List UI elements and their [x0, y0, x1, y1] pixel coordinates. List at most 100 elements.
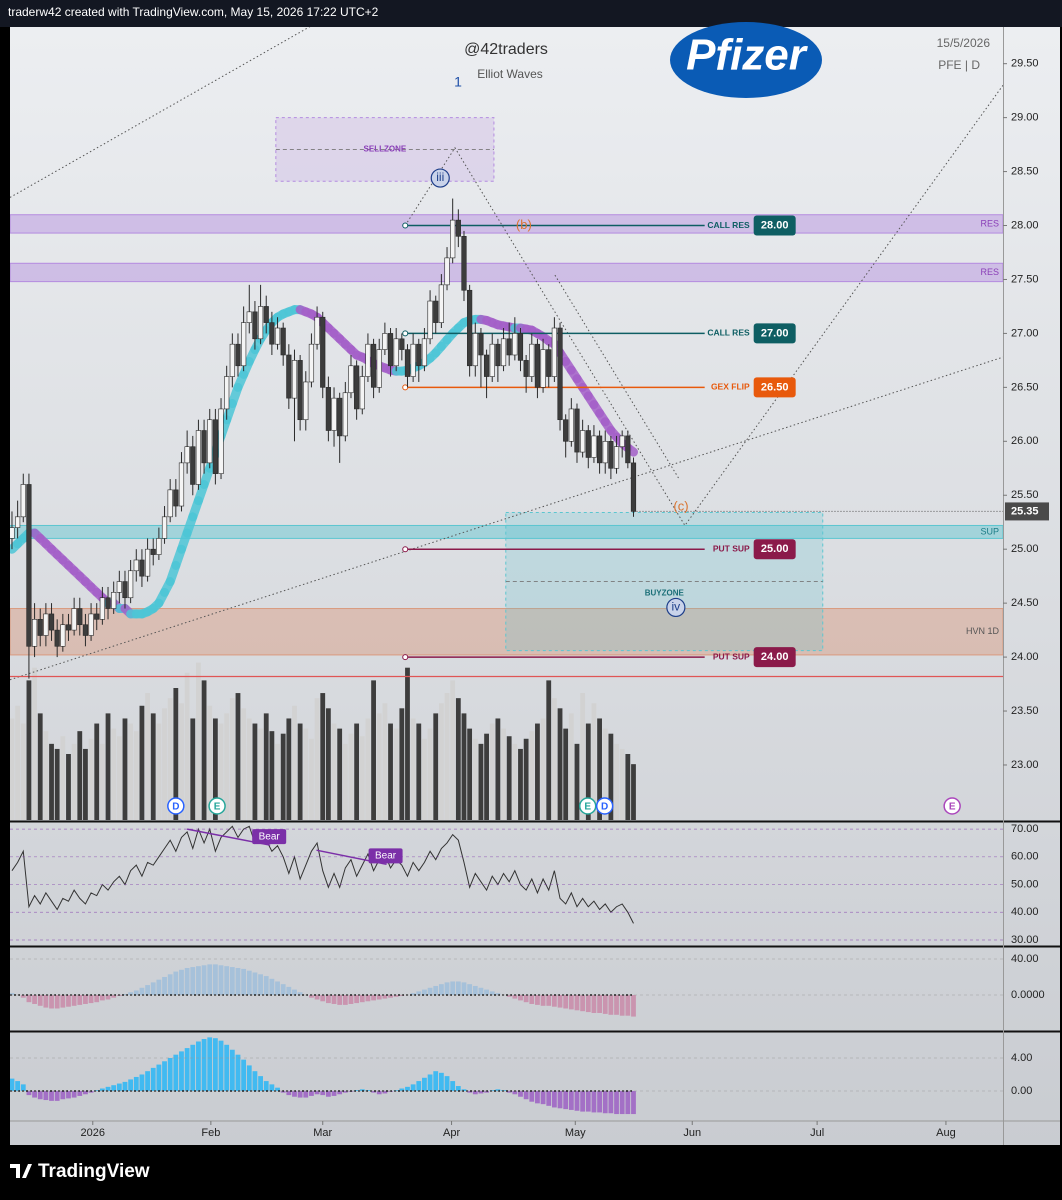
histogram-bar [116, 1083, 122, 1091]
histogram-bar [190, 967, 196, 995]
histogram-bar [359, 994, 365, 1003]
volume-bar [631, 764, 636, 820]
last-price-label: 25.35 [1011, 505, 1039, 517]
volume-bar [235, 693, 241, 820]
candle-body [15, 516, 21, 528]
volume-bar [320, 693, 326, 820]
volume-bar [122, 718, 128, 820]
volume-bar [207, 705, 213, 820]
histogram-bar [484, 989, 489, 995]
histogram-bar [585, 994, 591, 1013]
zone [10, 214, 1003, 234]
x-tick-label: Aug [936, 1127, 956, 1139]
volume-bar [591, 703, 597, 820]
candle-body [43, 613, 49, 636]
volume-bar [331, 723, 337, 820]
histogram-bar [422, 989, 427, 995]
osc-pane [10, 1037, 636, 1115]
candle-body [246, 311, 252, 323]
histogram-bar [224, 1044, 230, 1091]
candle-body [585, 430, 591, 458]
x-tick-label: 2026 [81, 1127, 105, 1139]
histogram-bar [461, 1089, 467, 1091]
level-anchor [402, 330, 409, 337]
candle-body [382, 333, 388, 350]
candle-body [263, 306, 269, 323]
x-tick-label: Jun [683, 1127, 701, 1139]
volume-bar [602, 728, 608, 820]
y-tick-label: 28.50 [1011, 165, 1039, 177]
histogram-bar [472, 985, 478, 995]
histogram-bar [614, 1090, 619, 1115]
x-tick-label: Jul [810, 1127, 824, 1139]
histogram-bar [309, 1090, 314, 1096]
histogram-bar [252, 972, 258, 995]
volume-bar [557, 708, 563, 820]
histogram-bar [376, 994, 382, 1000]
y-tick-label: 70.00 [1011, 823, 1039, 835]
volume-bar [111, 728, 117, 820]
histogram-bar [393, 1090, 399, 1091]
candle-body [568, 408, 574, 442]
volume-bar [382, 703, 388, 820]
candle-body [580, 430, 586, 453]
candle-body [540, 349, 546, 388]
histogram-bar [416, 991, 422, 995]
candle-body [320, 316, 326, 388]
histogram-bar [60, 994, 66, 1008]
y-tick-label: 28.00 [1011, 219, 1039, 231]
candle-body [161, 516, 168, 539]
histogram-bar [512, 994, 518, 999]
histogram-bar [94, 994, 100, 1003]
histogram-bar [173, 971, 179, 995]
histogram-bar [252, 1071, 258, 1091]
trend-line [554, 274, 681, 481]
candle-body [461, 236, 467, 291]
volume-bar [585, 723, 591, 820]
candle-body [314, 316, 320, 345]
histogram-bar [320, 994, 326, 1002]
volume-bar [167, 698, 173, 820]
candle-body [291, 360, 298, 399]
histogram-bar [348, 994, 354, 1004]
volume-bar [371, 680, 376, 820]
histogram-bar [438, 1072, 444, 1091]
volume-bar [325, 708, 331, 820]
histogram-bar [99, 1088, 105, 1091]
histogram-bar [286, 986, 292, 995]
volume-bar [455, 698, 461, 820]
candle-body [77, 608, 83, 626]
histogram-bar [71, 1090, 77, 1098]
histogram-bar [331, 994, 337, 1004]
volume-bar [229, 698, 235, 820]
histogram-bar [495, 993, 501, 995]
volume-bar [348, 733, 354, 820]
y-tick-label: 0.00 [1011, 1085, 1032, 1097]
histogram-bar [77, 1090, 83, 1096]
candle-body [82, 624, 89, 636]
histogram-bar [518, 994, 523, 1001]
histogram-bar [591, 994, 597, 1013]
zone-label: RES [980, 218, 999, 228]
candle-body [99, 597, 105, 620]
volume-bar [66, 754, 71, 820]
volume-bar [433, 713, 439, 820]
histogram-bar [145, 1071, 150, 1091]
volume-bar [405, 667, 410, 820]
histogram-bar [26, 1090, 32, 1096]
event-icon [595, 797, 614, 815]
histogram-bar [105, 994, 111, 1000]
level-box [753, 647, 796, 668]
volume-bar [512, 743, 518, 820]
divergence-label: Bear [375, 850, 397, 861]
histogram-bar [371, 994, 376, 1001]
y-tick-label: 40.00 [1011, 906, 1039, 918]
histogram-bar [173, 1054, 179, 1091]
wave-label: iv [672, 600, 681, 614]
volume-bar [218, 723, 224, 820]
candle-body [455, 219, 461, 237]
level-anchor [402, 654, 409, 661]
histogram-bar [535, 994, 540, 1005]
zone [10, 608, 1003, 656]
volume-bar [438, 703, 444, 820]
